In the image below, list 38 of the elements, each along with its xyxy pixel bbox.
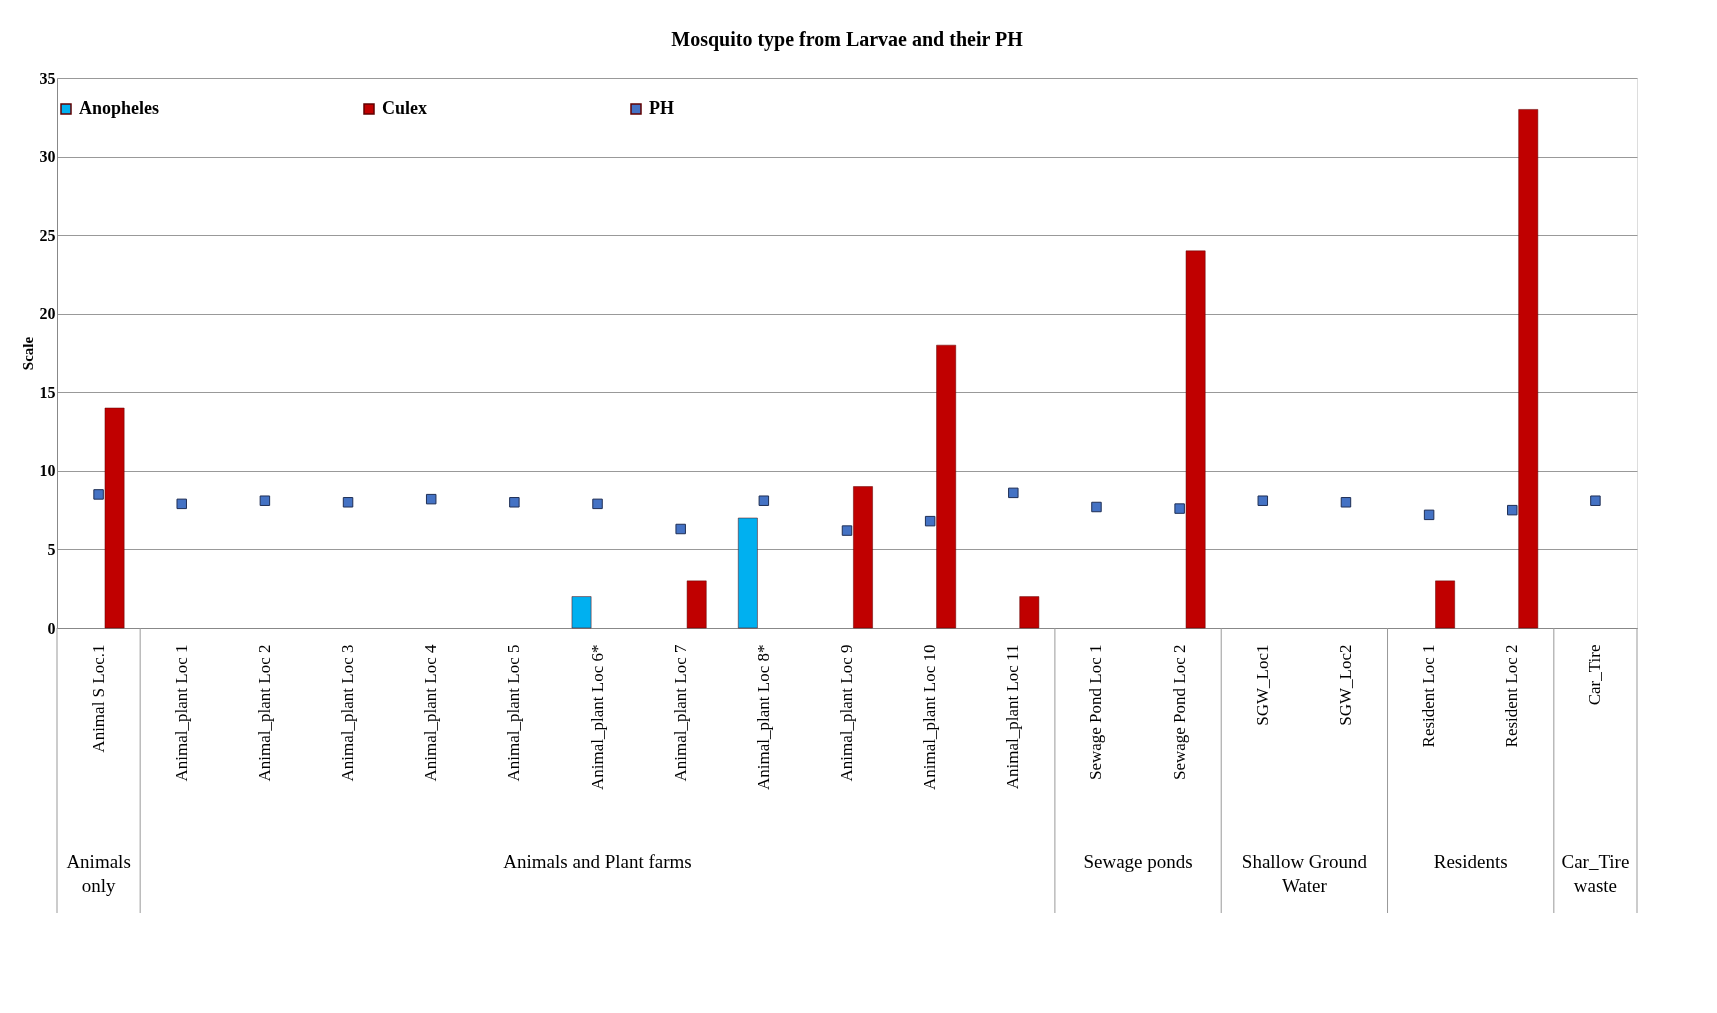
x-tick-label: Animal_plant Loc 11 bbox=[1003, 644, 1023, 790]
y-tick-label: 15 bbox=[39, 383, 56, 401]
x-tick-label: Animal_plant Loc 10 bbox=[920, 644, 940, 790]
x-tick-label: SGW_Loc1 bbox=[1252, 644, 1272, 726]
legend-label: Culex bbox=[382, 98, 427, 118]
y-tick-label: 20 bbox=[39, 305, 56, 323]
x-tick-label: Animal_plant Loc 6* bbox=[587, 644, 607, 790]
x-tick-label: Animal_plant Loc 8* bbox=[753, 644, 773, 790]
y-tick-label: 30 bbox=[39, 148, 56, 166]
x-tick-label: Animal_plant Loc 7 bbox=[670, 644, 690, 782]
y-axis-title: Scale bbox=[19, 336, 36, 371]
x-tick-label: Animal_plant Loc 9 bbox=[837, 644, 856, 782]
y-tick-label: 25 bbox=[39, 226, 56, 244]
chart-title: Mosquito type from Larvae and their PH bbox=[671, 28, 1024, 51]
x-tick-label: Resident Loc 2 bbox=[1502, 644, 1522, 748]
x-tick-label: Animal_plant Loc 5 bbox=[504, 644, 524, 782]
text: Residents bbox=[1433, 851, 1508, 872]
text: Animals only bbox=[66, 851, 131, 896]
legend-label: Anopheles bbox=[79, 98, 160, 118]
x-tick-label: Animal_plant Loc 2 bbox=[254, 644, 274, 782]
text: Sewage ponds bbox=[1083, 851, 1193, 872]
x-tick-label: Resident Loc 1 bbox=[1419, 644, 1439, 748]
y-tick-label: 35 bbox=[39, 69, 56, 87]
x-tick-label: Car_Tire bbox=[1585, 644, 1605, 706]
x-tick-label: Sewage Pond Loc 1 bbox=[1086, 644, 1106, 781]
x-tick-label: SGW_Loc2 bbox=[1335, 644, 1355, 726]
legend-label: PH bbox=[649, 98, 674, 118]
text: Car_Tire waste bbox=[1561, 851, 1630, 896]
x-tick-label: Animal S Loc.1 bbox=[88, 644, 108, 753]
text: Animals and Plant farms bbox=[503, 851, 692, 872]
y-tick-label: 10 bbox=[39, 462, 56, 480]
y-tick-label: 0 bbox=[47, 619, 56, 637]
x-tick-label: Animal_plant Loc 1 bbox=[171, 644, 191, 782]
x-tick-label: Sewage Pond Loc 2 bbox=[1169, 644, 1189, 781]
x-tick-label: Animal_plant Loc 3 bbox=[338, 644, 358, 782]
x-tick-label: Animal_plant Loc 4 bbox=[421, 644, 441, 782]
y-tick-label: 5 bbox=[47, 540, 56, 558]
text: Shallow Ground Water bbox=[1241, 851, 1368, 896]
